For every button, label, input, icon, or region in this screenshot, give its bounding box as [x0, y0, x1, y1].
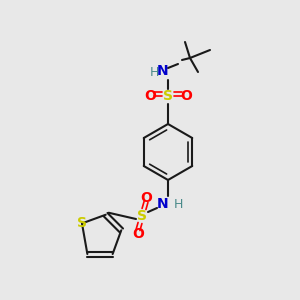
Text: H: H: [149, 65, 159, 79]
Text: N: N: [157, 64, 169, 78]
Text: O: O: [140, 191, 152, 205]
Text: O: O: [144, 89, 156, 103]
Text: H: H: [173, 197, 183, 211]
Text: N: N: [157, 197, 169, 211]
Text: O: O: [180, 89, 192, 103]
Text: S: S: [137, 209, 147, 223]
Text: O: O: [132, 227, 144, 241]
Text: S: S: [163, 89, 173, 103]
Text: S: S: [77, 216, 87, 230]
